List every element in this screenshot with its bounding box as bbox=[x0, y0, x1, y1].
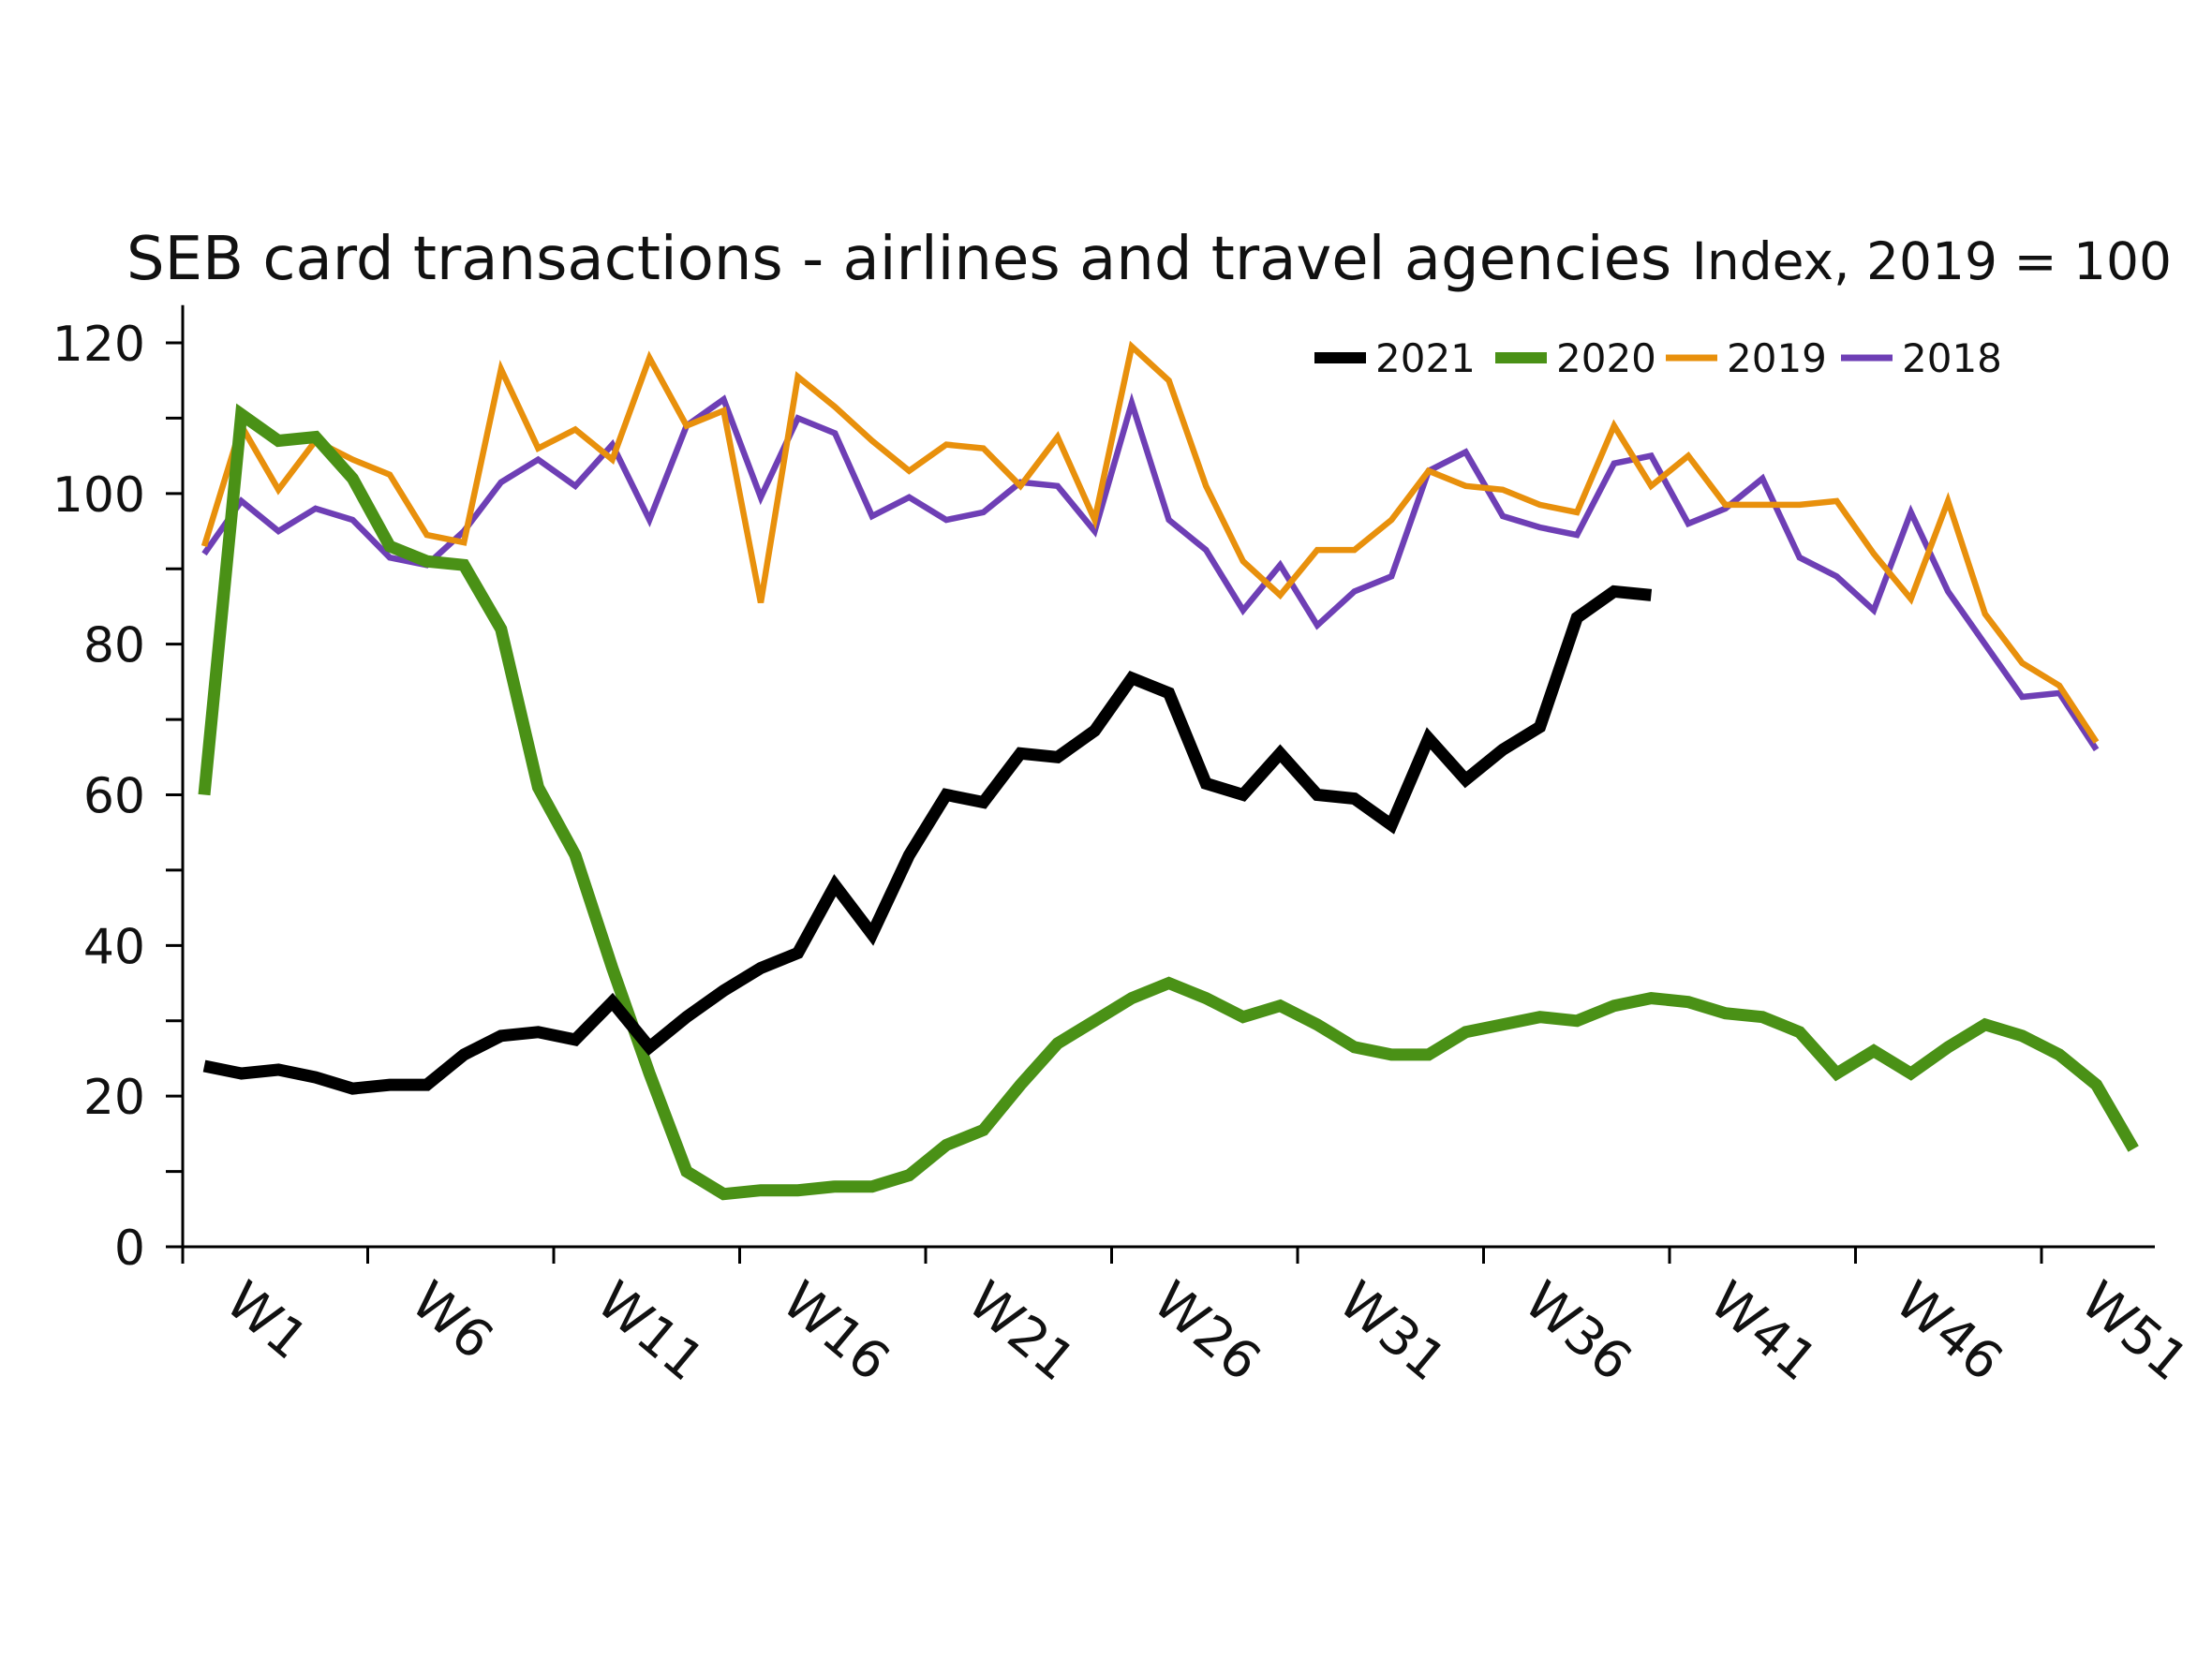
x-tick-label: W31 bbox=[1328, 1270, 1458, 1393]
x-tick-label: W46 bbox=[1884, 1270, 2014, 1393]
x-tick-label: W16 bbox=[771, 1270, 901, 1393]
x-tick-label: W51 bbox=[2070, 1270, 2200, 1393]
chart-title: SEB card transactions - airlines and tra… bbox=[126, 225, 1671, 294]
legend-label-2019: 2019 bbox=[1727, 335, 1827, 381]
legend-label-2018: 2018 bbox=[1902, 335, 2002, 381]
series-line-2020 bbox=[198, 403, 2139, 1201]
x-tick-label: W6 bbox=[400, 1270, 504, 1371]
y-tick-label: 80 bbox=[83, 618, 145, 674]
legend: 2021 2020 2019 2018 bbox=[1314, 335, 2002, 381]
series-layer bbox=[198, 340, 2139, 1201]
y-tick-label: 120 bbox=[52, 317, 145, 373]
y-tick-label: 60 bbox=[83, 769, 145, 825]
chart-subtitle: Index, 2019 = 100 bbox=[1692, 231, 2172, 291]
y-tick-label: 40 bbox=[83, 919, 145, 975]
series-line-2021 bbox=[202, 585, 1653, 1095]
x-tick-label: W36 bbox=[1513, 1270, 1643, 1393]
x-tick-label: W1 bbox=[215, 1270, 319, 1371]
series-line-2018 bbox=[201, 392, 2100, 752]
legend-label-2021: 2021 bbox=[1375, 335, 1476, 381]
y-tick-label: 0 bbox=[114, 1221, 145, 1277]
y-tick-label: 20 bbox=[83, 1070, 145, 1126]
x-tick-label: W21 bbox=[957, 1270, 1087, 1393]
x-tick-label: W26 bbox=[1142, 1270, 1272, 1393]
x-tick-label: W11 bbox=[586, 1270, 716, 1393]
series-line-2019 bbox=[200, 340, 2100, 744]
x-tick-label: W41 bbox=[1699, 1270, 1829, 1393]
legend-label-2020: 2020 bbox=[1556, 335, 1656, 381]
y-tick-label: 100 bbox=[52, 467, 145, 524]
